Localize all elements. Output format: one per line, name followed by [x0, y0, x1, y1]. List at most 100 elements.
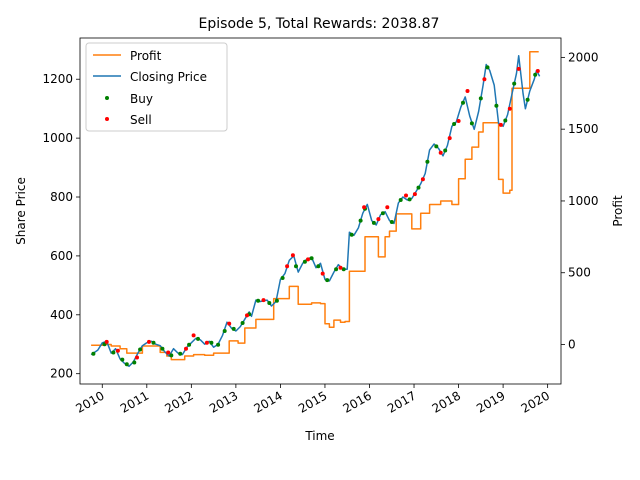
y-axis-right-title: Profit: [611, 195, 625, 227]
buy-marker: [91, 351, 96, 356]
sell-marker: [385, 205, 390, 210]
buy-marker: [334, 267, 339, 272]
buy-markers: [91, 65, 538, 367]
y-right-tick-label: 1000: [568, 194, 599, 208]
buy-marker: [485, 65, 490, 70]
buy-marker: [349, 232, 354, 237]
x-tick-label: 2011: [118, 388, 151, 415]
buy-marker: [434, 144, 439, 149]
sell-marker: [261, 298, 266, 303]
buy-marker: [294, 264, 298, 269]
buy-marker: [280, 276, 285, 280]
buy-marker: [111, 350, 116, 355]
y-left-tick-label: 600: [50, 249, 73, 263]
sell-marker: [147, 339, 151, 344]
buy-marker: [416, 185, 421, 190]
buy-marker: [503, 118, 508, 123]
chart-title: Episode 5, Total Rewards: 2038.87: [199, 16, 440, 32]
sell-marker: [376, 217, 381, 222]
sell-marker: [447, 136, 452, 141]
buy-marker: [494, 103, 499, 108]
y-right-tick-label: 0: [568, 338, 576, 352]
x-axis: 2010 2011 2012 2013 2014 2015 2016 2017 2018 2019…: [73, 384, 552, 416]
legend-closing-price-label: Closing Price: [130, 70, 207, 84]
plot-frame: [79, 37, 562, 385]
buy-marker: [120, 357, 125, 362]
buy-marker: [187, 342, 192, 347]
buy-marker: [169, 353, 174, 358]
sell-marker: [498, 122, 503, 127]
buy-marker: [309, 256, 314, 261]
buy-marker: [274, 298, 279, 303]
buy-marker: [231, 326, 236, 331]
legend-sell-label: Sell: [130, 113, 152, 127]
buy-marker: [452, 122, 457, 126]
sell-marker: [438, 150, 443, 155]
buy-marker: [371, 220, 376, 225]
x-axis-title: Time: [304, 429, 334, 443]
sell-marker: [135, 355, 139, 360]
y-axis-left-title: Share Price: [14, 177, 28, 245]
y-left-tick-label: 1000: [42, 131, 73, 145]
legend-box: [85, 42, 228, 132]
legend-buy-swatch: [105, 96, 109, 100]
sell-marker: [115, 348, 120, 353]
y-left-tick-label: 400: [50, 308, 73, 322]
sell-marker: [412, 192, 417, 197]
buy-marker: [267, 301, 272, 305]
buy-marker: [325, 278, 330, 283]
profit-line: [91, 51, 539, 361]
x-tick-label: 2019: [474, 388, 507, 415]
chart-legend: Profit Closing Price Buy Sell: [85, 42, 228, 132]
y-right-tick-label: 500: [568, 266, 591, 280]
buy-marker: [316, 264, 321, 269]
buy-marker: [196, 336, 200, 341]
sell-marker: [404, 193, 408, 198]
buy-marker: [341, 267, 346, 272]
buy-marker: [132, 360, 137, 365]
series-layer: [90, 51, 541, 368]
sell-marker: [482, 77, 487, 82]
y-axis-right: 0 500 1000 1500 2000: [561, 50, 599, 352]
buy-marker: [216, 342, 221, 347]
y-left-tick-label: 1200: [42, 72, 73, 86]
sell-marker: [306, 257, 310, 262]
x-tick-label: 2017: [385, 388, 418, 415]
buy-marker: [222, 329, 227, 333]
buy-marker: [461, 100, 465, 105]
buy-marker: [240, 321, 245, 325]
buy-marker: [407, 197, 412, 202]
x-tick-label: 2015: [296, 388, 329, 415]
buy-marker: [302, 259, 307, 264]
legend-buy-label: Buy: [130, 92, 153, 106]
sell-marker: [456, 119, 461, 123]
buy-marker: [512, 81, 517, 86]
sell-marker: [507, 106, 512, 111]
sell-marker: [184, 346, 188, 351]
buy-marker: [389, 220, 394, 224]
x-tick-label: 2016: [341, 388, 374, 415]
buy-marker: [478, 96, 483, 101]
buy-marker: [209, 340, 214, 345]
sell-marker: [362, 205, 367, 210]
buy-marker: [380, 211, 385, 216]
y-left-tick-label: 800: [50, 190, 73, 204]
y-right-tick-label: 2000: [568, 50, 599, 64]
sell-marker: [516, 66, 521, 71]
sell-markers: [104, 66, 540, 360]
sell-marker: [245, 313, 249, 318]
buy-marker: [425, 159, 430, 164]
buy-marker: [178, 351, 183, 356]
buy-marker: [138, 347, 143, 352]
y-axis-left: 200 400 600 800 1000 1200: [42, 72, 80, 381]
buy-marker: [160, 346, 165, 351]
buy-marker: [358, 218, 363, 223]
legend-sell-swatch: [105, 117, 109, 121]
sell-marker: [290, 253, 295, 258]
sell-marker: [227, 321, 232, 326]
sell-marker: [166, 350, 171, 355]
sell-marker: [191, 333, 196, 338]
sell-marker: [204, 340, 209, 345]
